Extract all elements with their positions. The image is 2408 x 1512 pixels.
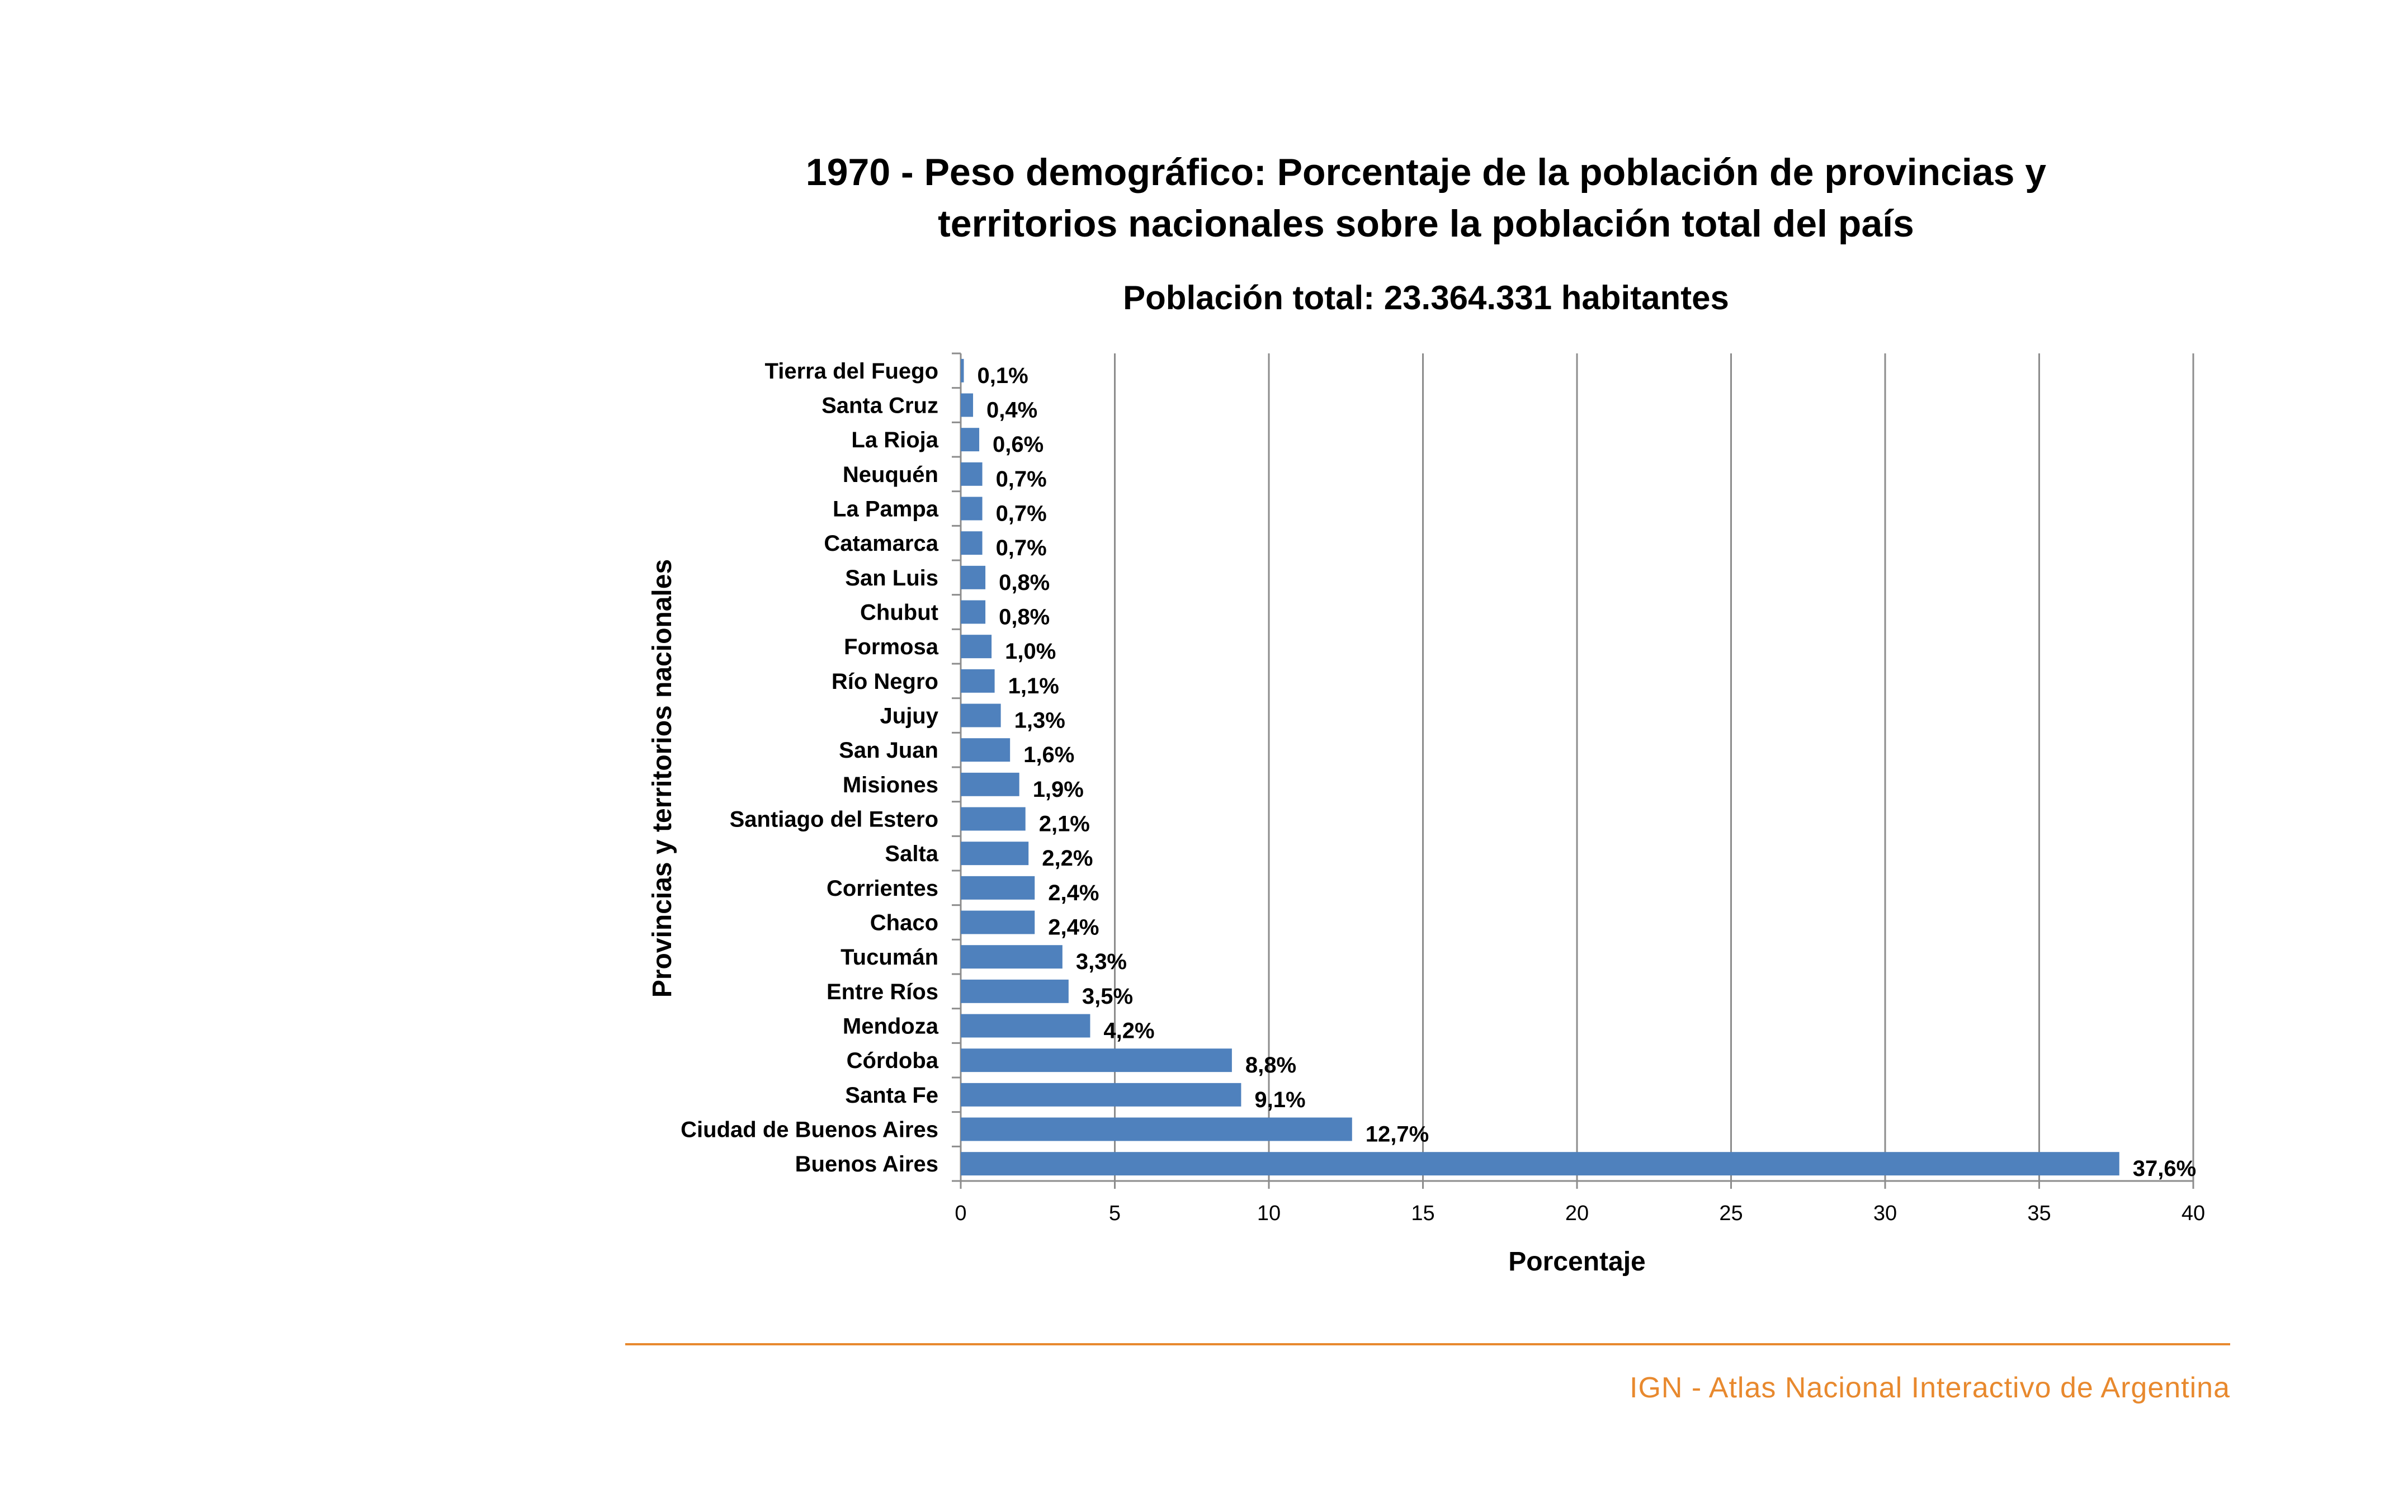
- bar: [961, 635, 992, 659]
- data-label: 0,1%: [978, 363, 1028, 388]
- data-label: 4,2%: [1103, 1019, 1154, 1043]
- chart-title-line-1: 1970 - Peso demográfico: Porcentaje de l…: [805, 151, 2047, 193]
- x-tick-label: 20: [1565, 1202, 1589, 1225]
- category-label: Tucumán: [841, 945, 938, 970]
- data-label: 1,6%: [1023, 743, 1074, 767]
- bar: [961, 669, 995, 693]
- data-label: 1,9%: [1033, 777, 1084, 802]
- category-label: Santiago del Estero: [730, 807, 938, 832]
- bar: [961, 531, 983, 555]
- chart-title: 1970 - Peso demográfico: Porcentaje de l…: [615, 147, 2237, 249]
- bar: [961, 428, 980, 452]
- x-tick-label: 10: [1257, 1202, 1281, 1225]
- bar: [961, 945, 1063, 969]
- data-label: 0,7%: [996, 502, 1047, 526]
- category-label: Entre Ríos: [827, 980, 938, 1004]
- category-label: Santa Fe: [845, 1083, 938, 1108]
- chart-title-line-2: territorios nacionales sobre la població…: [938, 202, 1914, 245]
- y-axis-title: Provincias y territorios nacionales: [648, 559, 677, 998]
- category-label: Formosa: [844, 635, 939, 659]
- bar: [961, 807, 1026, 831]
- bar: [961, 358, 964, 382]
- data-label: 12,7%: [1366, 1122, 1429, 1147]
- bar: [961, 910, 1035, 934]
- category-label: La Rioja: [851, 428, 938, 452]
- bar: [961, 876, 1035, 900]
- category-label: Ciudad de Buenos Aires: [681, 1118, 938, 1142]
- x-tick-label: 25: [1719, 1202, 1743, 1225]
- category-label: La Pampa: [833, 497, 939, 522]
- category-label: Mendoza: [843, 1014, 939, 1039]
- x-tick-label: 40: [2182, 1202, 2205, 1225]
- data-label: 9,1%: [1254, 1088, 1305, 1112]
- data-label: 0,8%: [999, 570, 1050, 595]
- data-label: 1,1%: [1008, 674, 1059, 698]
- category-label: Neuquén: [843, 462, 938, 487]
- x-tick-label: 0: [955, 1202, 966, 1225]
- data-label: 0,4%: [986, 398, 1037, 423]
- data-label: 2,1%: [1039, 812, 1090, 837]
- bar: [961, 497, 983, 521]
- data-label: 1,3%: [1014, 708, 1065, 733]
- footer-credit: IGN - Atlas Nacional Interactivo de Arge…: [1630, 1372, 2230, 1404]
- x-tick-label: 30: [1873, 1202, 1897, 1225]
- data-label: 2,2%: [1042, 846, 1093, 871]
- bar: [961, 738, 1011, 762]
- bar: [961, 703, 1001, 727]
- category-label: Jujuy: [880, 704, 939, 729]
- data-label: 0,7%: [996, 536, 1047, 560]
- bar: [961, 1048, 1232, 1072]
- data-label: 2,4%: [1048, 915, 1099, 940]
- data-label: 2,4%: [1048, 881, 1099, 905]
- bar: [961, 1083, 1241, 1107]
- category-label: San Luis: [845, 566, 938, 590]
- x-tick-label: 35: [2027, 1202, 2051, 1225]
- category-label: Santa Cruz: [821, 394, 938, 418]
- category-label: Misiones: [843, 773, 938, 797]
- bar: [961, 462, 983, 486]
- data-label: 3,3%: [1076, 949, 1127, 974]
- bar: [961, 1152, 2119, 1176]
- bar: [961, 1014, 1090, 1038]
- data-label: 0,7%: [996, 467, 1047, 492]
- footer-divider: [625, 1343, 2230, 1345]
- data-label: 0,8%: [999, 605, 1050, 630]
- bar: [961, 842, 1029, 866]
- x-tick-label: 5: [1109, 1202, 1121, 1225]
- bar: [961, 1117, 1352, 1141]
- category-label: Tierra del Fuego: [765, 359, 938, 384]
- data-label: 3,5%: [1082, 984, 1133, 1009]
- category-label: Buenos Aires: [795, 1152, 938, 1176]
- chart-subtitle: Población total: 23.364.331 habitantes: [1123, 279, 1729, 316]
- bar: [961, 979, 1069, 1003]
- bar: [961, 600, 986, 624]
- category-label: Salta: [885, 842, 938, 866]
- category-label: San Juan: [839, 738, 938, 763]
- bar: [961, 565, 986, 589]
- category-label: Córdoba: [847, 1048, 939, 1073]
- data-label: 8,8%: [1245, 1053, 1296, 1078]
- category-label: Chubut: [860, 601, 938, 625]
- x-axis-title: Porcentaje: [1508, 1247, 1645, 1277]
- category-label: Catamarca: [824, 531, 938, 556]
- bar: [961, 393, 974, 417]
- data-label: 37,6%: [2133, 1156, 2196, 1181]
- data-label: 1,0%: [1005, 639, 1056, 664]
- x-tick-label: 15: [1411, 1202, 1434, 1225]
- category-label: Chaco: [870, 911, 938, 935]
- bar: [961, 772, 1019, 796]
- data-label: 0,6%: [993, 432, 1044, 457]
- category-label: Río Negro: [832, 669, 938, 694]
- category-label: Corrientes: [827, 876, 938, 901]
